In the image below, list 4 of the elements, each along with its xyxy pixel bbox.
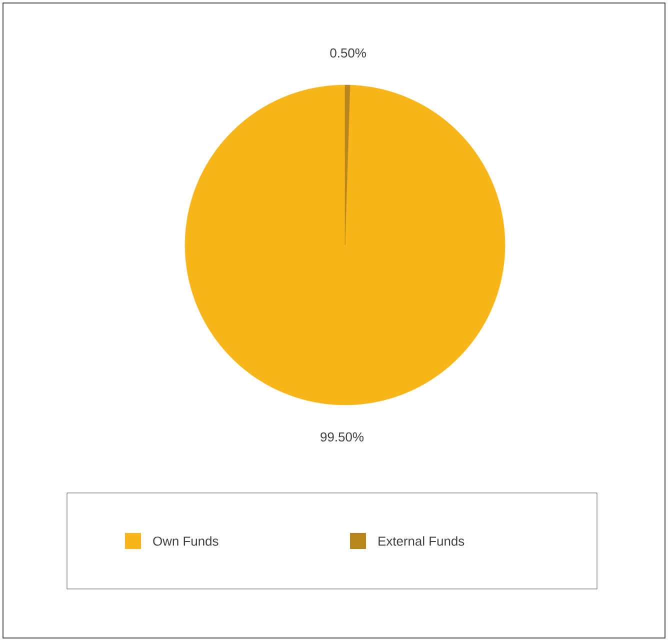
legend-label: Own Funds [153, 536, 218, 546]
legend-label: External Funds [378, 536, 464, 546]
data-label: 0.50% [330, 48, 366, 58]
data-label: 99.50% [320, 432, 364, 442]
